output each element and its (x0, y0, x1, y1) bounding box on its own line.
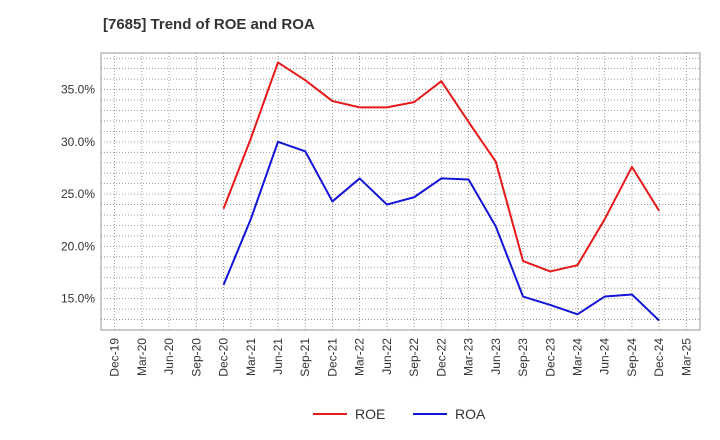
x-tick-label: Sep-24 (625, 338, 639, 377)
x-tick-label: Dec-22 (434, 338, 448, 377)
y-tick-label: 15.0% (61, 292, 95, 306)
x-tick-label: Jun-23 (489, 338, 503, 375)
x-tick-label: Mar-22 (353, 338, 367, 376)
x-tick-label: Jun-24 (598, 338, 612, 375)
x-tick-label: Dec-24 (652, 338, 666, 377)
x-axis-tick-labels: Dec-19 Mar-20 Jun-20 Sep-20 Dec-20 Mar-21 Jun-… (108, 338, 694, 377)
y-tick-label: 35.0% (61, 83, 95, 97)
x-tick-label: Jun-20 (162, 338, 176, 375)
x-tick-label: Dec-19 (108, 338, 122, 377)
chart-title: [7685] Trend of ROE and ROA (103, 16, 315, 33)
series-lines (222, 61, 661, 322)
legend-label-roe: ROE (355, 406, 385, 422)
series-line-roa (222, 140, 660, 322)
x-tick-label: Jun-21 (271, 338, 285, 375)
series-line-roe (222, 61, 661, 273)
x-tick-label: Mar-24 (570, 338, 584, 376)
x-tick-label: Mar-20 (135, 338, 149, 376)
plot-area (100, 52, 701, 331)
y-tick-label: 30.0% (61, 135, 95, 149)
legend-label-roa: ROA (455, 406, 486, 422)
y-tick-label: 25.0% (61, 187, 95, 201)
x-tick-label: Dec-23 (543, 338, 557, 377)
x-tick-label: Dec-20 (217, 338, 231, 377)
y-tick-label: 20.0% (61, 239, 95, 253)
grid-lines (101, 53, 700, 331)
x-tick-label: Sep-22 (407, 338, 421, 377)
y-axis-tick-labels: 15.0% 20.0% 25.0% 30.0% 35.0% (61, 83, 95, 306)
x-tick-label: Dec-21 (325, 338, 339, 377)
x-tick-label: Mar-21 (244, 338, 258, 376)
legend: ROE ROA (313, 406, 486, 422)
x-tick-label: Sep-20 (189, 338, 203, 377)
x-tick-label: Jun-22 (380, 338, 394, 375)
x-tick-label: Mar-25 (679, 338, 693, 376)
x-tick-label: Mar-23 (462, 338, 476, 376)
x-tick-label: Sep-21 (298, 338, 312, 377)
x-tick-label: Sep-23 (516, 338, 530, 377)
